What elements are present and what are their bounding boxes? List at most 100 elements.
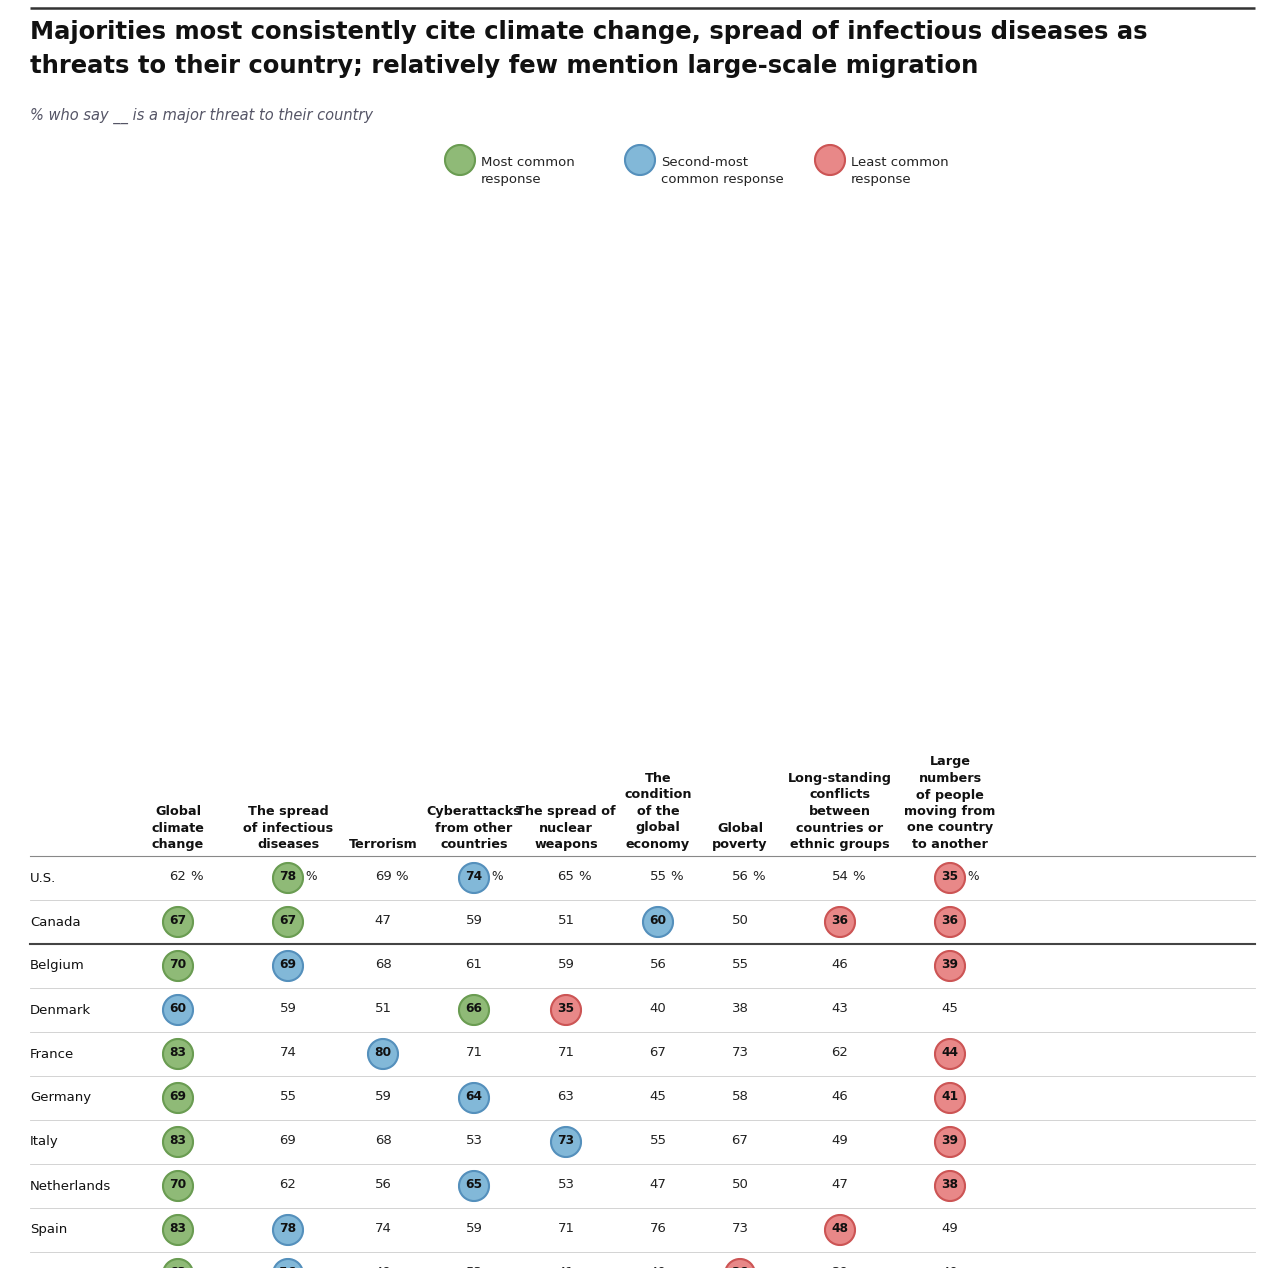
Text: 51: 51 — [375, 1003, 392, 1016]
Text: Belgium: Belgium — [29, 960, 84, 973]
Text: 47: 47 — [649, 1178, 667, 1192]
Text: 50: 50 — [732, 914, 749, 927]
Circle shape — [826, 907, 855, 937]
Circle shape — [934, 907, 965, 937]
Text: 49: 49 — [942, 1222, 959, 1235]
Text: 39: 39 — [942, 1135, 959, 1148]
Text: 78: 78 — [279, 871, 297, 884]
Text: 36: 36 — [942, 914, 959, 927]
Text: Long-standing
conflicts
between
countries or
ethnic groups: Long-standing conflicts between countrie… — [788, 772, 892, 851]
Text: 71: 71 — [466, 1046, 483, 1060]
Text: 45: 45 — [942, 1003, 959, 1016]
Text: Large
numbers
of people
moving from
one country
to another: Large numbers of people moving from one … — [904, 756, 996, 851]
Text: 49: 49 — [375, 1267, 392, 1268]
Text: 59: 59 — [466, 1222, 483, 1235]
Text: 38: 38 — [942, 1178, 959, 1192]
Text: 62: 62 — [279, 1178, 297, 1192]
Circle shape — [163, 1083, 193, 1113]
Circle shape — [815, 145, 845, 175]
Text: 71: 71 — [558, 1222, 575, 1235]
Circle shape — [163, 1172, 193, 1201]
Text: 80: 80 — [375, 1046, 392, 1060]
Text: threats to their country; relatively few mention large-scale migration: threats to their country; relatively few… — [29, 55, 978, 79]
Text: %: % — [852, 871, 864, 884]
Circle shape — [643, 907, 673, 937]
Circle shape — [934, 951, 965, 981]
Text: 74: 74 — [466, 871, 483, 884]
Text: Most common
response: Most common response — [481, 156, 575, 185]
Text: Second-most
common response: Second-most common response — [660, 156, 783, 185]
Text: 78: 78 — [279, 1222, 297, 1235]
Text: 53: 53 — [558, 1178, 575, 1192]
Text: 70: 70 — [169, 1178, 187, 1192]
Text: 69: 69 — [169, 1090, 187, 1103]
Text: %: % — [189, 871, 202, 884]
Text: 74: 74 — [279, 1046, 297, 1060]
Text: 70: 70 — [169, 959, 187, 971]
Circle shape — [273, 951, 303, 981]
Text: 55: 55 — [731, 959, 749, 971]
Text: 51: 51 — [558, 914, 575, 927]
Text: 74: 74 — [375, 1222, 392, 1235]
Text: 38: 38 — [732, 1003, 749, 1016]
Text: 69: 69 — [279, 1135, 297, 1148]
Text: Least common
response: Least common response — [851, 156, 948, 185]
Text: 67: 67 — [649, 1046, 667, 1060]
Text: Spain: Spain — [29, 1224, 68, 1236]
Text: Denmark: Denmark — [29, 1003, 91, 1017]
Text: 56: 56 — [279, 1267, 297, 1268]
Text: 59: 59 — [466, 914, 483, 927]
Text: 40: 40 — [942, 1267, 959, 1268]
Text: 69: 69 — [279, 959, 297, 971]
Text: Germany: Germany — [29, 1092, 91, 1104]
Text: %: % — [579, 871, 590, 884]
Circle shape — [550, 995, 581, 1025]
Text: 41: 41 — [558, 1267, 575, 1268]
Text: 67: 67 — [169, 914, 187, 927]
Text: 44: 44 — [942, 1046, 959, 1060]
Circle shape — [273, 864, 303, 893]
Text: 46: 46 — [832, 1090, 849, 1103]
Text: 36: 36 — [832, 914, 849, 927]
Text: % who say __ is a major threat to their country: % who say __ is a major threat to their … — [29, 108, 372, 124]
Text: 47: 47 — [375, 914, 392, 927]
Circle shape — [163, 1259, 193, 1268]
Text: %: % — [492, 871, 503, 884]
Text: The
condition
of the
global
economy: The condition of the global economy — [625, 772, 691, 851]
Text: 59: 59 — [375, 1090, 392, 1103]
Text: The spread
of infectious
diseases: The spread of infectious diseases — [243, 805, 333, 851]
Text: Global
climate
change: Global climate change — [151, 805, 205, 851]
Text: 73: 73 — [731, 1046, 749, 1060]
Text: 46: 46 — [832, 959, 849, 971]
Text: 65: 65 — [466, 1178, 483, 1192]
Text: 59: 59 — [279, 1003, 297, 1016]
Text: Global
poverty: Global poverty — [712, 822, 768, 851]
Circle shape — [163, 1038, 193, 1069]
Circle shape — [460, 1172, 489, 1201]
Text: 48: 48 — [832, 1222, 849, 1235]
Circle shape — [163, 1215, 193, 1245]
Text: 61: 61 — [466, 959, 483, 971]
Circle shape — [163, 951, 193, 981]
Text: 49: 49 — [832, 1135, 849, 1148]
Text: 58: 58 — [732, 1090, 749, 1103]
Text: 83: 83 — [169, 1135, 187, 1148]
Circle shape — [273, 907, 303, 937]
Circle shape — [460, 1083, 489, 1113]
Text: 73: 73 — [731, 1222, 749, 1235]
Circle shape — [445, 145, 475, 175]
Text: Cyberattacks
from other
countries: Cyberattacks from other countries — [426, 805, 521, 851]
Text: 50: 50 — [732, 1178, 749, 1192]
Text: 55: 55 — [279, 1090, 297, 1103]
Text: 53: 53 — [466, 1135, 483, 1148]
Text: 68: 68 — [375, 959, 392, 971]
Text: The spread of
nuclear
weapons: The spread of nuclear weapons — [516, 805, 616, 851]
Text: 53: 53 — [466, 1267, 483, 1268]
Text: 67: 67 — [732, 1135, 749, 1148]
Circle shape — [934, 1083, 965, 1113]
Text: 83: 83 — [169, 1046, 187, 1060]
Text: 36: 36 — [731, 1267, 749, 1268]
Text: 76: 76 — [649, 1222, 667, 1235]
Circle shape — [460, 995, 489, 1025]
Text: Majorities most consistently cite climate change, spread of infectious diseases : Majorities most consistently cite climat… — [29, 20, 1147, 44]
